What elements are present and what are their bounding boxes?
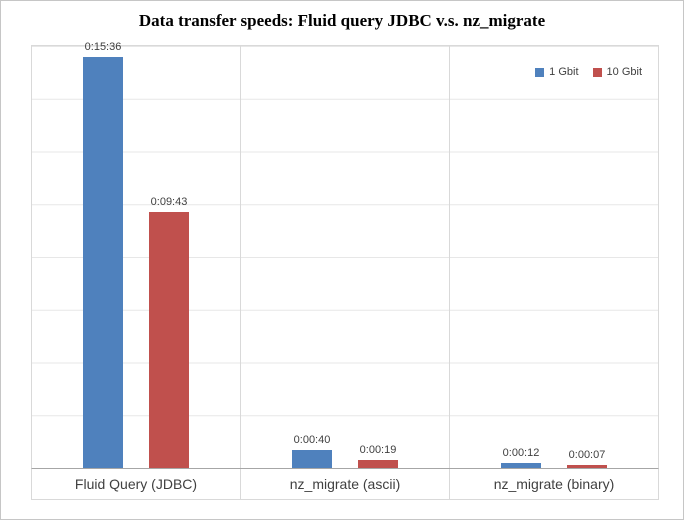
category-column: 0:00:12 0:00:07	[450, 46, 658, 468]
bar-value-label: 0:09:43	[150, 195, 188, 208]
x-axis-labels: Fluid Query (JDBC) nz_migrate (ascii) nz_m…	[31, 469, 659, 500]
x-axis-label: nz_migrate (ascii)	[241, 469, 450, 499]
bar-value-label: 0:00:40	[293, 434, 331, 447]
bar-value-label: 0:00:19	[359, 443, 397, 456]
bar: 0:00:07	[567, 449, 607, 468]
plot-area: 0:15:36 0:09:43 0:00:40 0:00:19 0:00:12 0:00:…	[31, 41, 659, 469]
bar-value-label: 0:00:12	[502, 446, 540, 459]
legend-swatch-icon	[592, 67, 602, 77]
bar: 0:15:36	[83, 41, 123, 468]
category-columns: 0:15:36 0:09:43 0:00:40 0:00:19 0:00:12 0:00:…	[32, 41, 658, 468]
bar-group: 0:15:36 0:09:43	[32, 41, 240, 468]
legend-item: 10 Gbit	[592, 66, 642, 78]
legend: 1 Gbit 10 Gbit	[535, 66, 642, 78]
bar-group: 0:00:40 0:00:19	[241, 46, 449, 468]
bar-group: 0:00:12 0:00:07	[450, 46, 658, 468]
chart-title: Data transfer speeds: Fluid query JDBC v…	[138, 11, 546, 30]
legend-label: 10 Gbit	[606, 66, 642, 78]
legend-label: 1 Gbit	[549, 66, 579, 78]
bar-value-label: 0:15:36	[84, 40, 122, 53]
legend-swatch-icon	[535, 67, 545, 77]
bar: 0:00:19	[358, 444, 398, 468]
bar: 0:09:43	[149, 196, 189, 468]
legend-item: 1 Gbit	[535, 66, 579, 78]
x-axis-label: Fluid Query (JDBC)	[32, 469, 241, 499]
bar: 0:00:40	[292, 434, 332, 468]
bar: 0:00:12	[501, 447, 541, 468]
x-axis-label: nz_migrate (binary)	[493, 476, 615, 492]
category-column: 0:00:40 0:00:19	[241, 46, 450, 468]
category-column: 0:15:36 0:09:43	[32, 41, 241, 468]
bar-value-label: 0:00:07	[568, 448, 606, 461]
